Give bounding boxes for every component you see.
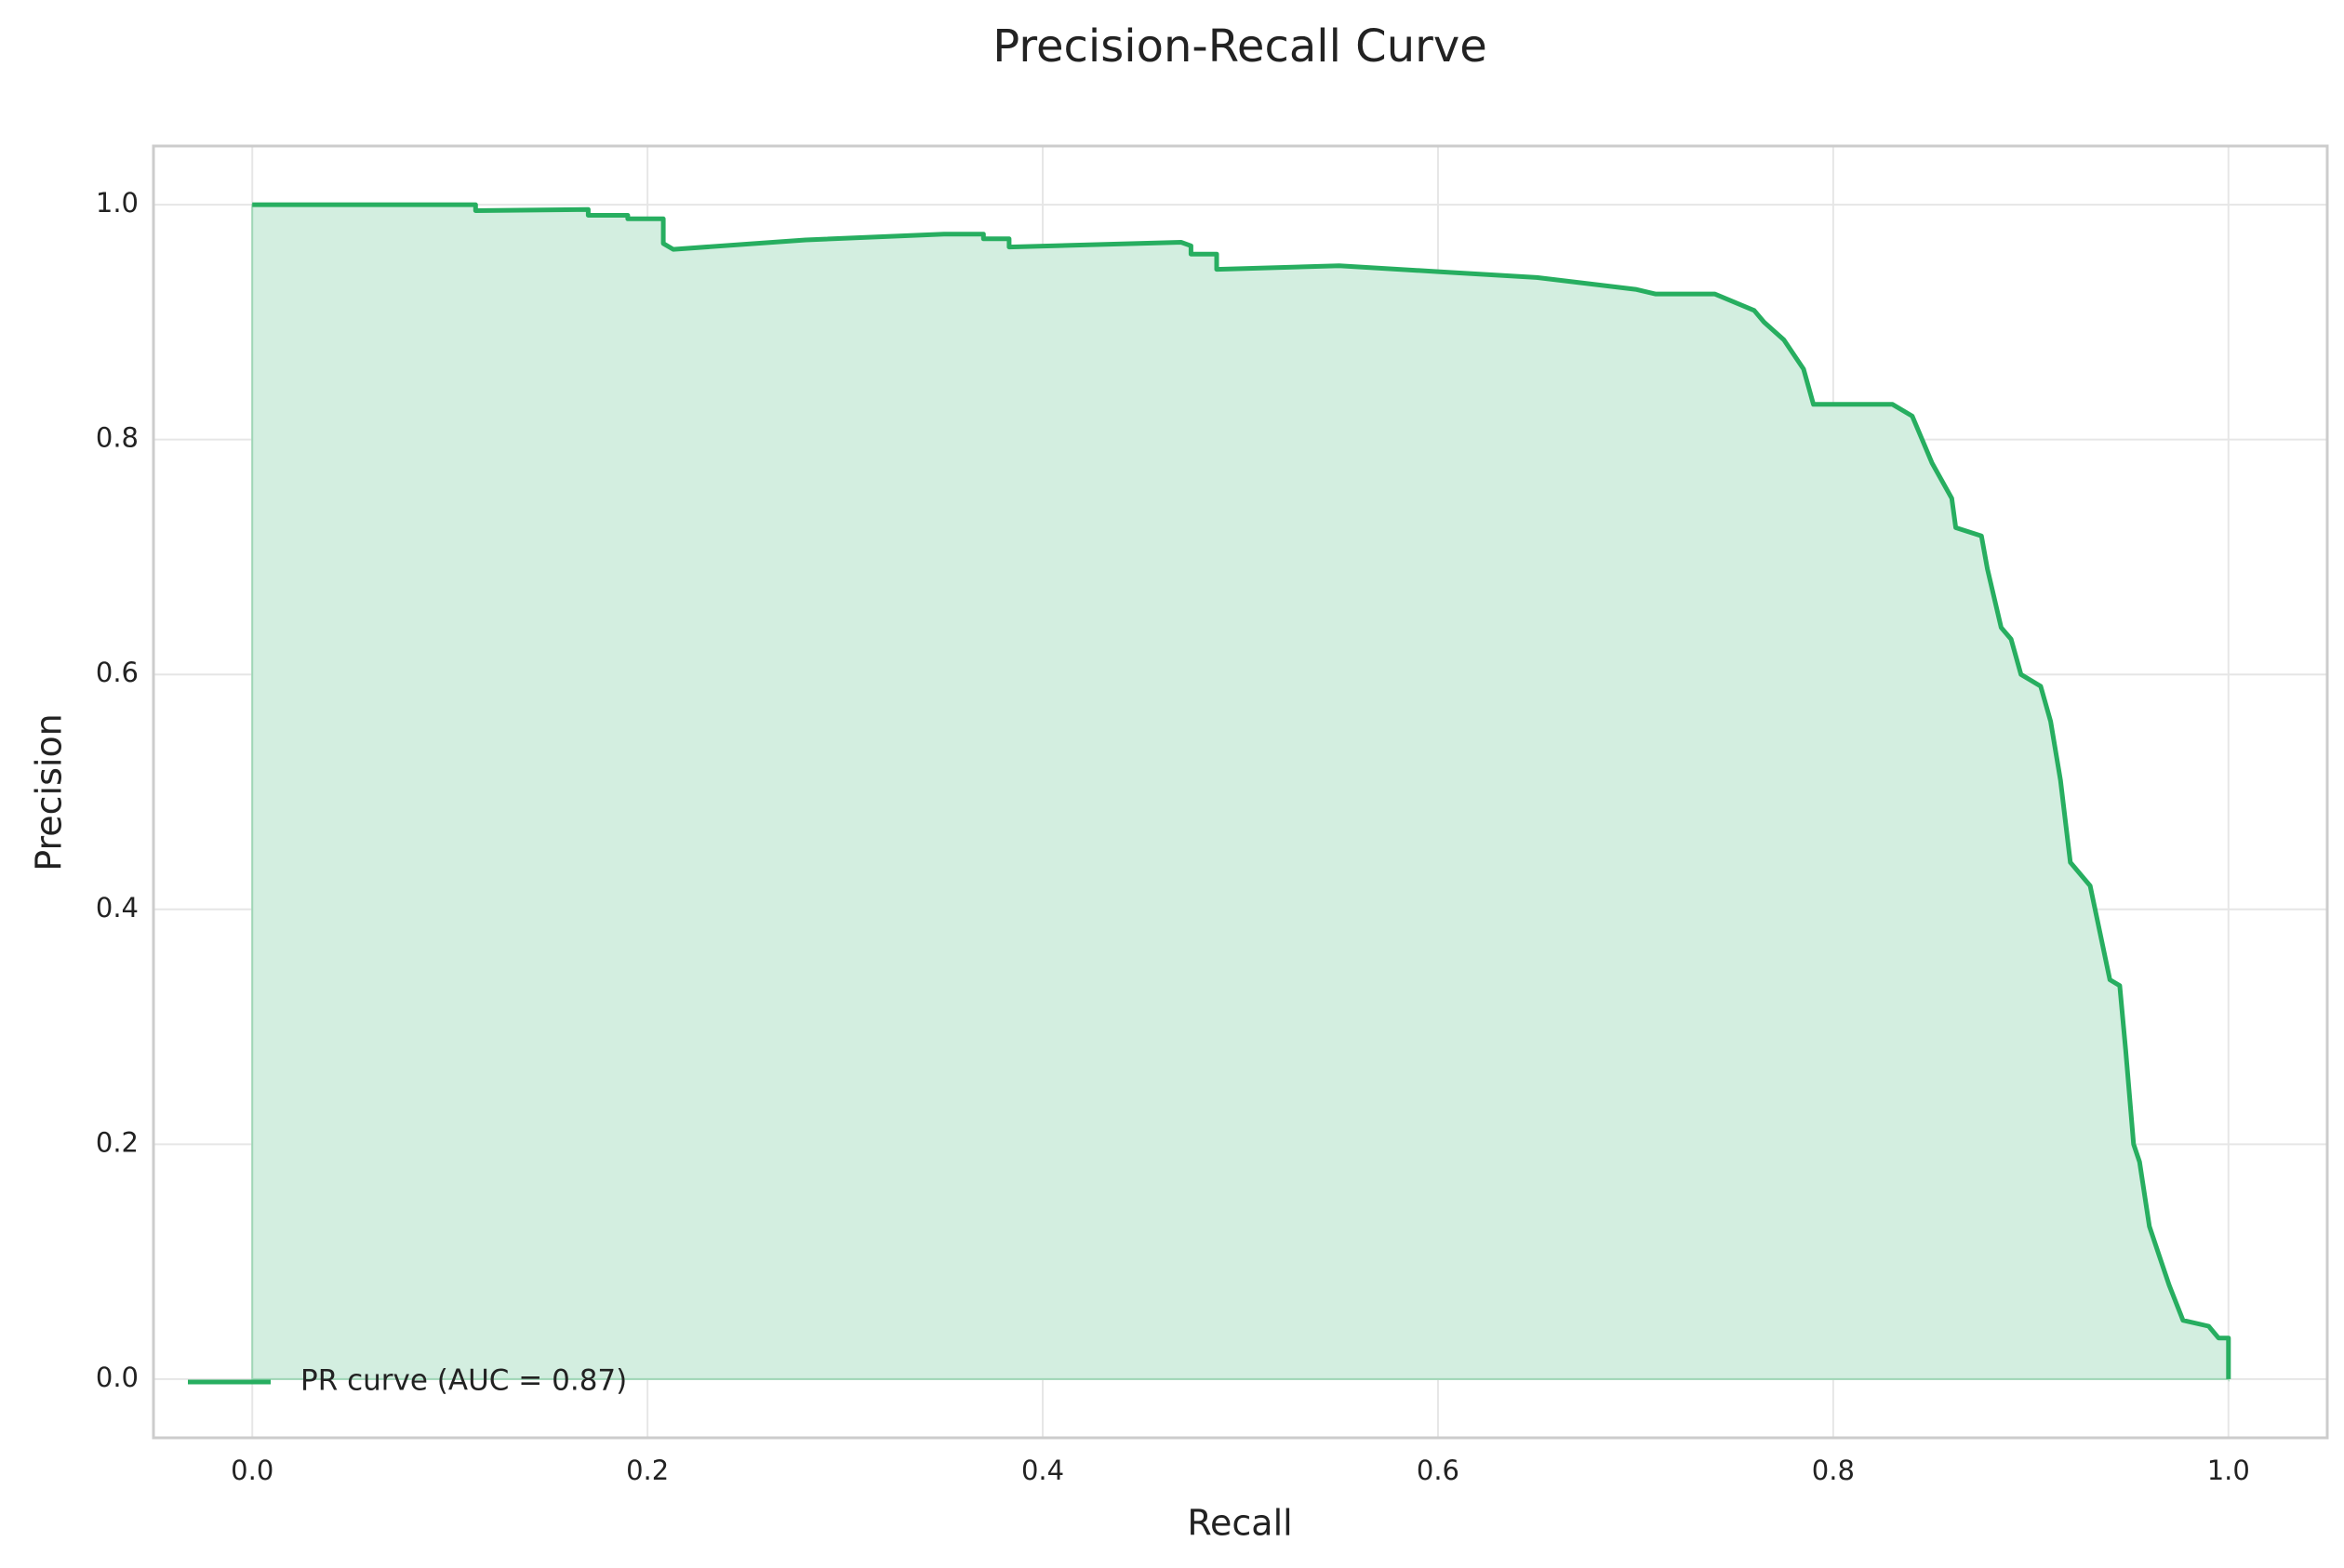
x-tick-label: 0.8 — [1812, 1455, 1855, 1486]
y-tick-label: 0.2 — [96, 1126, 139, 1158]
y-tick-label: 0.4 — [96, 892, 139, 924]
y-tick-label: 0.8 — [96, 422, 139, 454]
x-tick-label: 0.0 — [231, 1455, 273, 1486]
x-tick-label: 0.2 — [626, 1455, 669, 1486]
line — [252, 202, 2231, 1379]
x-tick-label: 0.4 — [1021, 1455, 1064, 1486]
x-tick-label: 0.6 — [1417, 1455, 1459, 1486]
chart-title: Precision-Recall Curve — [992, 20, 1487, 73]
axes-frame — [152, 144, 2329, 1440]
y-axis-label: Precision — [29, 713, 70, 871]
x-tick-label: 1.0 — [2207, 1455, 2250, 1486]
x-axis-label: Recall — [1187, 1503, 1292, 1544]
y-tick-label: 0.0 — [96, 1362, 139, 1393]
y-tick-label: 1.0 — [96, 187, 139, 219]
legend-label: PR curve (AUC = 0.87) — [300, 1364, 627, 1398]
y-tick-label: 0.6 — [96, 657, 139, 688]
